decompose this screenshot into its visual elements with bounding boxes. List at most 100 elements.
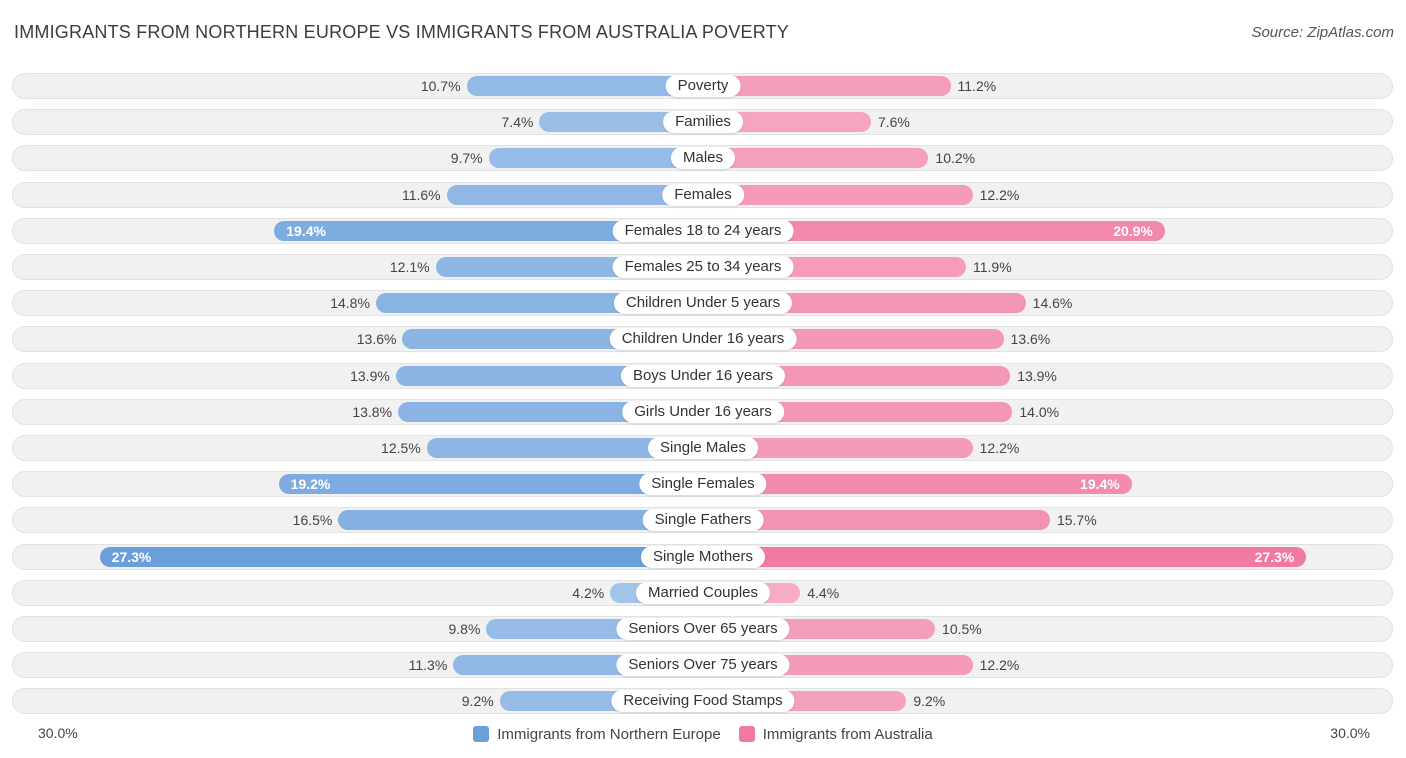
value-label-australia: 12.2% [979,186,1020,203]
category-label: Seniors Over 65 years [616,618,790,640]
category-label: Receiving Food Stamps [611,690,795,713]
chart-row: 14.8% 14.6% Children Under 5 years [12,290,1393,317]
category-label: Single Females [639,473,767,496]
bar-northern-europe[interactable] [274,220,703,241]
bar-northern-europe[interactable] [278,474,703,495]
category-label: Families [663,111,743,134]
category-label: Single Males [648,437,758,459]
value-label-northern-europe: 13.9% [350,367,390,384]
bar-australia[interactable] [703,474,1132,495]
value-label-northern-europe: 9.8% [448,621,481,637]
bar-australia[interactable] [703,76,951,96]
bar-australia[interactable] [703,438,973,458]
bar-australia[interactable] [703,510,1050,531]
value-label-australia: 11.9% [972,259,1012,275]
value-label-australia: 13.9% [1017,367,1057,384]
value-label-northern-europe: 13.6% [356,331,397,348]
bar-australia[interactable] [703,220,1165,241]
value-label-australia: 13.6% [1010,331,1051,348]
value-label-northern-europe: 19.2% [290,476,331,493]
legend-label-australia: Immigrants from Australia [762,725,933,743]
legend-label-northern-europe: Immigrants from Northern Europe [497,725,721,743]
value-label-northern-europe: 7.4% [501,114,534,131]
chart-row: 4.2% 4.4% Married Couples [12,579,1393,606]
category-label: Children Under 16 years [609,328,797,351]
chart-source: Source: ZipAtlas.com [1251,24,1394,41]
value-label-northern-europe: 14.8% [330,295,370,312]
chart-row: 16.5% 15.7% Single Fathers [12,507,1393,534]
value-label-northern-europe: 12.1% [389,259,430,275]
bar-northern-europe[interactable] [338,510,703,531]
bar-australia[interactable] [703,546,1307,567]
bar-australia[interactable] [703,184,973,205]
chart-row: 10.7% 11.2% Poverty [12,73,1393,99]
bar-northern-europe[interactable] [99,546,703,567]
value-label-northern-europe: 11.6% [401,186,441,203]
chart-row: 9.2% 9.2% Receiving Food Stamps [12,688,1393,715]
value-label-australia: 14.6% [1032,295,1073,312]
chart-row: 11.3% 12.2% Seniors Over 75 years [12,652,1393,679]
chart-row: 19.4% 20.9% Females 18 to 24 years [12,217,1393,244]
value-label-northern-europe: 19.4% [286,222,326,239]
value-label-northern-europe: 11.3% [408,657,448,674]
legend-item-australia[interactable]: Immigrants from Australia [738,725,933,743]
category-label: Females [662,183,744,206]
bar-northern-europe[interactable] [488,148,703,169]
value-label-northern-europe: 4.2% [572,584,605,601]
legend-swatch-australia [738,726,755,742]
bar-australia[interactable] [703,148,929,169]
axis-min-label: 30.0% [38,725,78,741]
value-label-northern-europe: 10.7% [420,78,461,94]
chart-row: 13.6% 13.6% Children Under 16 years [12,326,1393,353]
value-label-australia: 9.2% [913,693,946,710]
chart-row: 9.7% 10.2% Males [12,145,1393,172]
value-label-australia: 10.2% [935,150,976,167]
category-label: Children Under 5 years [613,292,793,315]
value-label-northern-europe: 12.5% [381,440,421,456]
legend: Immigrants from Northern Europe Immigran… [0,722,1406,746]
chart-row: 27.3% 27.3% Single Mothers [12,543,1393,570]
category-label: Females 18 to 24 years [612,219,794,242]
category-label: Poverty [665,75,741,97]
chart-row: 12.5% 12.2% Single Males [12,435,1393,461]
chart-title: IMMIGRANTS FROM NORTHERN EUROPE VS IMMIG… [14,22,790,42]
value-label-northern-europe: 9.7% [450,150,483,167]
bar-australia[interactable] [703,112,871,133]
value-label-northern-europe: 13.8% [352,403,393,420]
value-label-australia: 27.3% [1254,548,1295,565]
value-label-australia: 12.2% [979,657,1020,674]
chart-row: 12.1% 11.9% Females 25 to 34 years [12,254,1393,280]
chart-row: 13.8% 14.0% Girls Under 16 years [12,398,1393,425]
chart-row: 13.9% 13.9% Boys Under 16 years [12,362,1393,389]
value-label-australia: 10.5% [942,621,982,637]
value-label-australia: 4.4% [807,584,840,601]
bar-northern-europe[interactable] [539,112,703,133]
value-label-australia: 15.7% [1056,512,1097,529]
value-label-australia: 14.0% [1019,403,1060,420]
category-label: Married Couples [635,581,771,604]
legend-item-northern-europe[interactable]: Immigrants from Northern Europe [473,725,721,743]
category-label: Seniors Over 75 years [616,654,790,677]
axis-max-label: 30.0% [1330,725,1370,741]
value-label-australia: 7.6% [877,114,910,131]
category-label: Single Fathers [642,509,764,532]
category-label: Single Mothers [640,545,766,568]
value-label-northern-europe: 16.5% [292,512,333,529]
category-label: Females 25 to 34 years [612,256,794,278]
value-label-australia: 11.2% [957,78,997,94]
chart-row: 11.6% 12.2% Females [12,181,1393,208]
value-label-northern-europe: 9.2% [461,693,494,710]
value-label-australia: 12.2% [979,440,1020,456]
category-label: Boys Under 16 years [620,364,786,387]
bar-northern-europe[interactable] [426,438,703,458]
chart-row: 9.8% 10.5% Seniors Over 65 years [12,616,1393,642]
category-label: Males [670,147,736,170]
bar-northern-europe[interactable] [446,184,703,205]
value-label-australia: 20.9% [1113,222,1153,239]
value-label-australia: 19.4% [1080,476,1120,493]
category-label: Girls Under 16 years [622,400,784,423]
legend-swatch-northern-europe [473,726,490,742]
chart-row: 19.2% 19.4% Single Females [12,471,1393,498]
bar-northern-europe[interactable] [466,76,703,96]
